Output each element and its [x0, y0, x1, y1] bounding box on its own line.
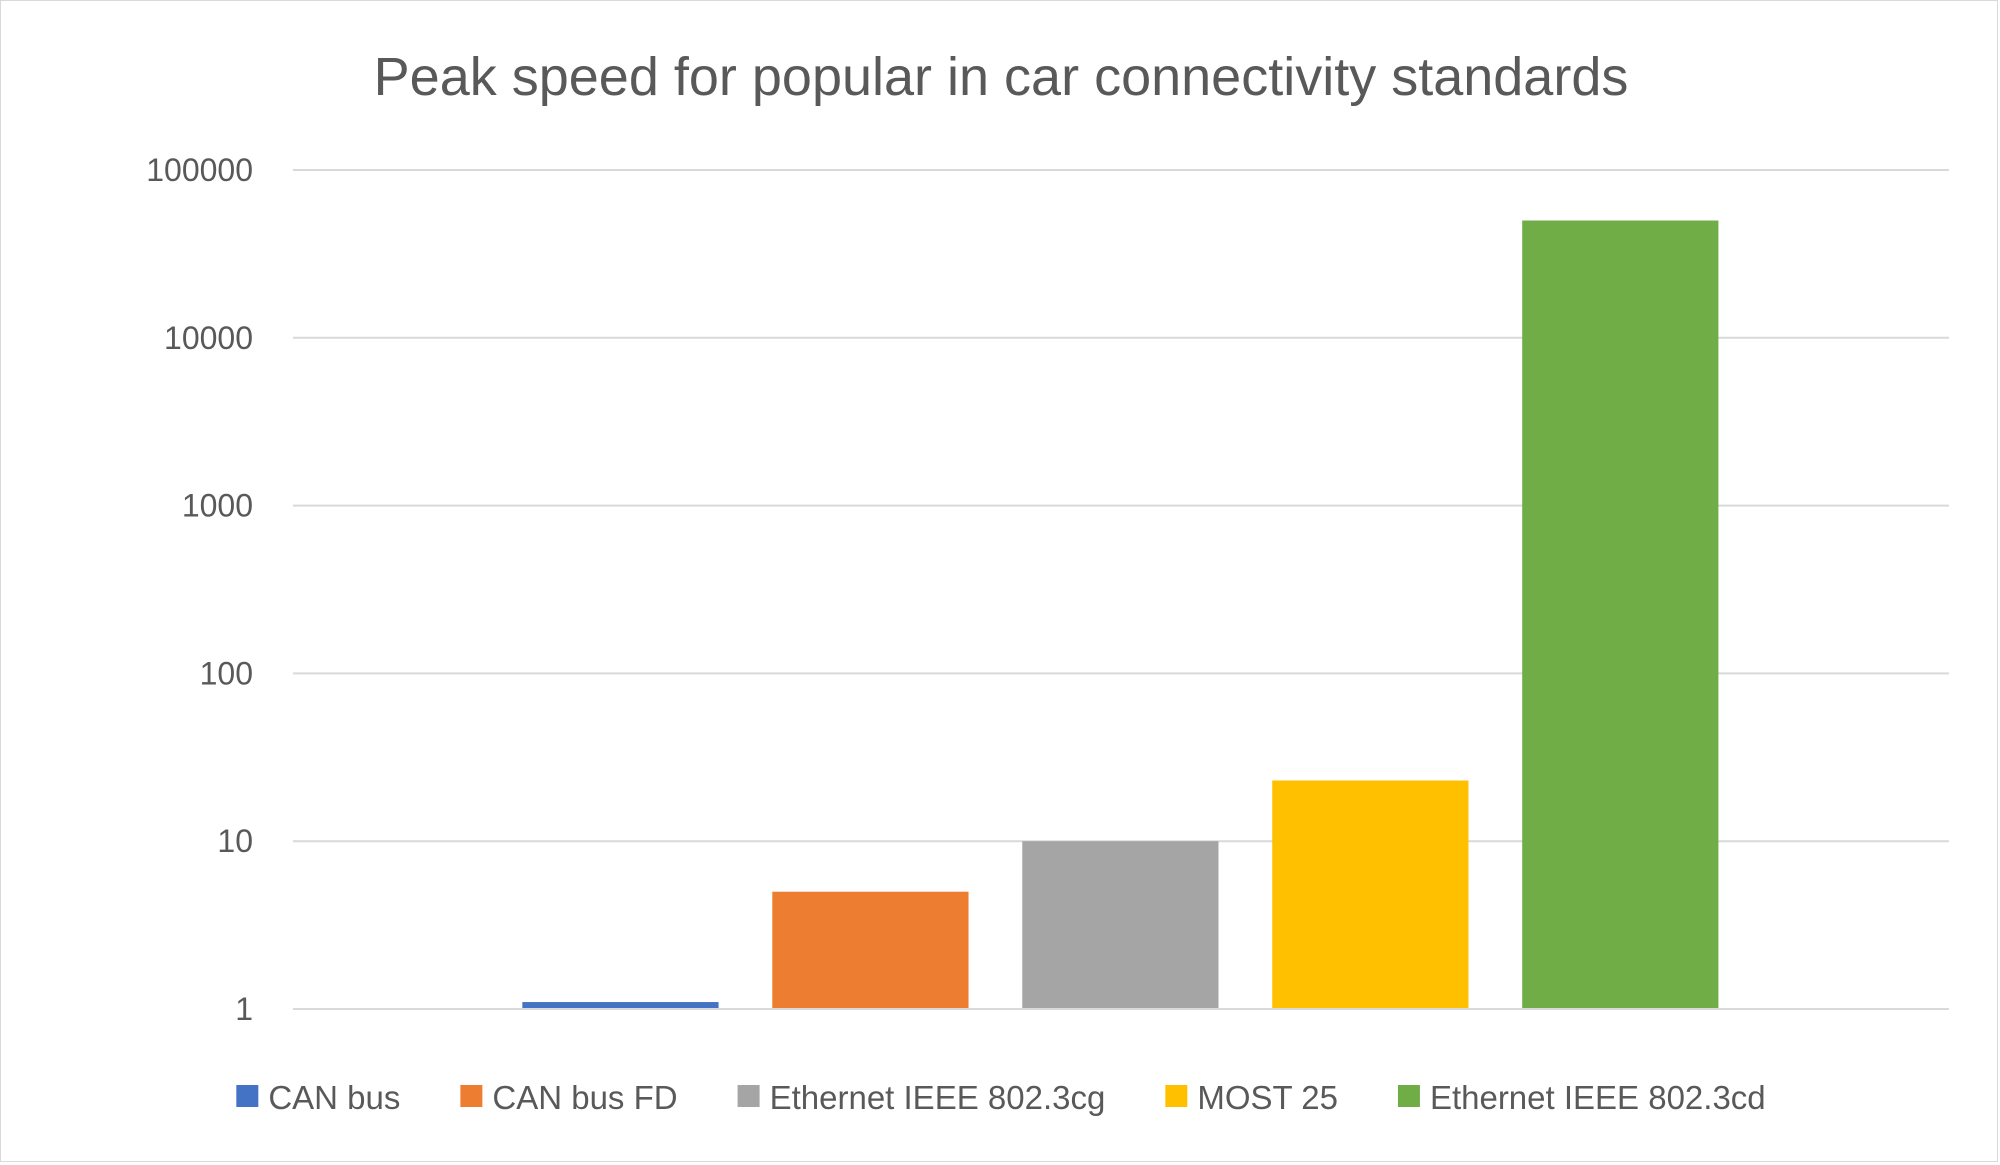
y-tick-label: 10000 [164, 320, 253, 356]
bar [772, 891, 969, 1009]
legend-swatch [737, 1085, 760, 1107]
legend-swatch [236, 1085, 259, 1107]
bar [1522, 220, 1719, 1010]
bar [1022, 841, 1219, 1009]
legend-label: Ethernet IEEE 802.3cd [1430, 1079, 1766, 1116]
legend-label: Ethernet IEEE 802.3cg [770, 1079, 1106, 1116]
legend-swatch [460, 1085, 483, 1107]
chart-title: Peak speed for popular in car connectivi… [374, 47, 1629, 107]
bars [522, 220, 1719, 1010]
y-tick-label: 1000 [182, 488, 253, 524]
y-tick-label: 1 [235, 991, 253, 1027]
legend-label: CAN bus FD [492, 1079, 677, 1116]
legend-swatch [1165, 1085, 1188, 1107]
legend: CAN bus CAN bus FD Ethernet IEEE 802.3cg MO… [236, 1079, 1766, 1116]
y-axis-tick-labels: 1 10 100 1000 10000 100000 [146, 152, 253, 1027]
legend-label: MOST 25 [1197, 1079, 1338, 1116]
y-tick-label: 100 [200, 655, 253, 691]
legend-swatch [1397, 1085, 1420, 1107]
y-tick-label: 100000 [146, 152, 253, 188]
bar [522, 1002, 719, 1009]
bar [1272, 780, 1469, 1009]
legend-label: CAN bus [268, 1079, 400, 1116]
y-tick-label: 10 [217, 823, 253, 859]
